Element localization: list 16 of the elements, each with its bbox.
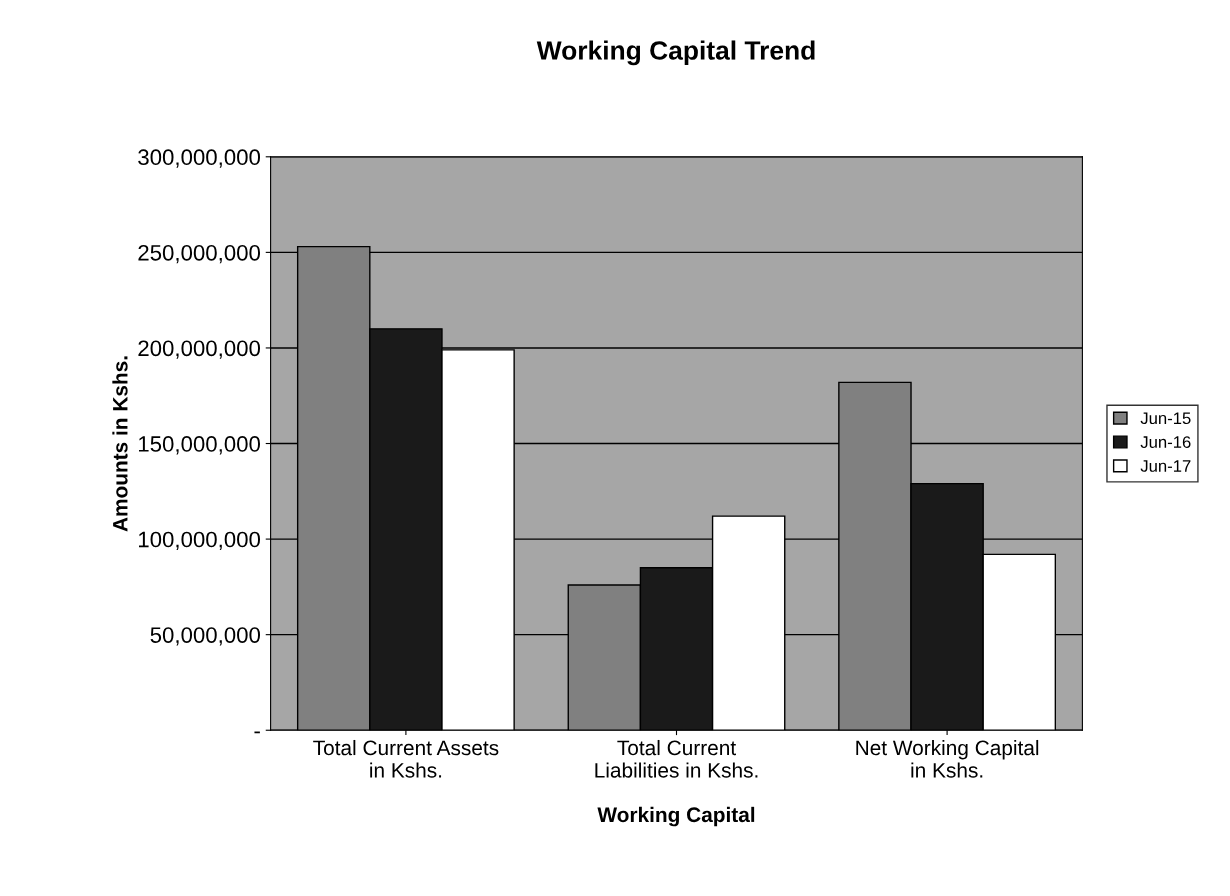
y-tick-label: 250,000,000 (138, 244, 261, 264)
y-tick-label: 300,000,000 (138, 149, 261, 168)
chart-title: Working Capital Trend (536, 40, 815, 66)
y-tick-label: 100,000,000 (139, 531, 261, 550)
legend-label: Jun-15 (1140, 412, 1191, 425)
x-tick-label: Total Current Liabilities in Kshs. (595, 739, 758, 778)
y-tick-label: 50,000,000 (150, 627, 261, 646)
x-tick-label: Net Working Capital in Kshs. (856, 739, 1039, 778)
y-tick-label: 150,000,000 (139, 436, 261, 455)
y-axis-title: Amounts in Kshs. (112, 356, 128, 532)
x-axis-title: Working Capital (597, 806, 755, 827)
y-tick-label: 200,000,000 (138, 340, 261, 359)
y-tick-label: - (254, 731, 260, 734)
x-tick-label: Total Current Assets in Kshs. (313, 739, 499, 778)
legend-label: Jun-17 (1140, 460, 1191, 472)
legend-label: Jun-16 (1140, 436, 1191, 448)
